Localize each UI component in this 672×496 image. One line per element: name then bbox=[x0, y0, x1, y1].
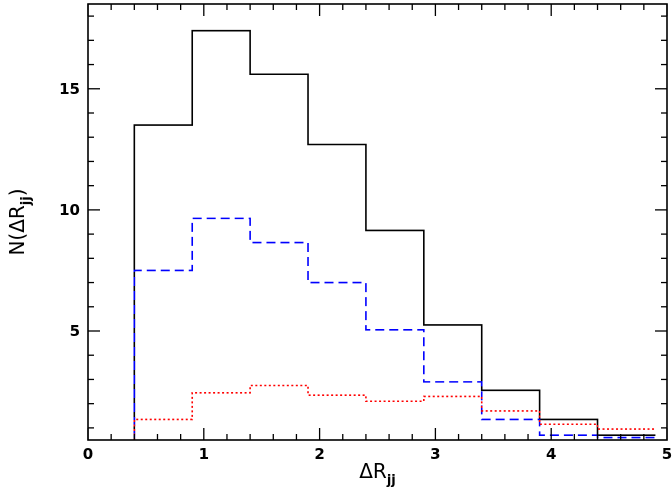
y-axis-label: N(ΔRjj) bbox=[5, 188, 34, 255]
y-tick-label: 15 bbox=[59, 80, 80, 98]
histogram-series-dotted bbox=[133, 384, 656, 440]
x-tick-label: 2 bbox=[314, 445, 324, 463]
series-layer bbox=[133, 29, 656, 440]
plot-frame bbox=[87, 3, 668, 441]
x-tick-label: 3 bbox=[430, 445, 440, 463]
histogram-series-dashed bbox=[133, 217, 656, 440]
y-tick-label: 10 bbox=[59, 201, 80, 219]
histogram-series-solid bbox=[133, 29, 656, 440]
tick-labels-layer: 0 1 2 3 4 5 5 10 15 bbox=[59, 80, 672, 463]
x-tick-label: 4 bbox=[546, 445, 556, 463]
x-axis-label: ΔRjj bbox=[359, 459, 396, 488]
y-axis-label-prefix: N(ΔR bbox=[5, 205, 29, 255]
x-tick-label: 5 bbox=[662, 445, 672, 463]
x-axis-label-subscript: jj bbox=[386, 473, 396, 488]
x-tick-label: 0 bbox=[83, 445, 93, 463]
y-axis-label-subscript: jj bbox=[19, 196, 34, 206]
ticks-layer bbox=[87, 4, 668, 440]
y-axis-label-suffix: ) bbox=[5, 188, 29, 196]
x-axis-label-main: ΔR bbox=[359, 459, 387, 483]
x-tick-label: 1 bbox=[199, 445, 209, 463]
y-tick-label: 5 bbox=[70, 322, 80, 340]
